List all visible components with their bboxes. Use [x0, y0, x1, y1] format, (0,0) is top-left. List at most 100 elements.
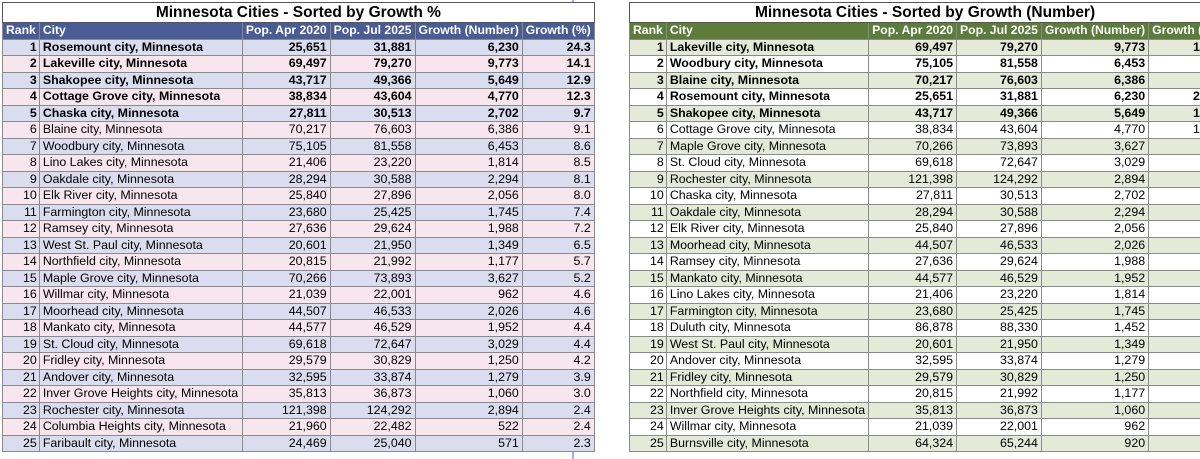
- pop-2025-cell[interactable]: 29,624: [329, 220, 416, 238]
- table-row[interactable]: 6 Blaine city, Minnesota 70,217 76,603 6,386…: [2, 121, 595, 139]
- table-row[interactable]: 15 Maple Grove city, Minnesota 70,266 73,89…: [2, 269, 595, 287]
- growth-number-cell[interactable]: 1,745: [414, 203, 523, 221]
- rank-cell[interactable]: 14: [629, 253, 667, 271]
- table-row[interactable]: 8 Lino Lakes city, Minnesota 21,406 23,220 1…: [2, 154, 595, 172]
- pop-2025-cell[interactable]: 22,001: [329, 286, 416, 304]
- pop-2020-cell[interactable]: 28,294: [868, 203, 957, 221]
- table-row[interactable]: 19 West St. Paul city, Minnesota 20,601 21,…: [629, 335, 1200, 353]
- rank-cell[interactable]: 11: [2, 203, 40, 221]
- growth-number-cell[interactable]: 5,649: [1040, 104, 1150, 122]
- growth-number-cell[interactable]: 1,952: [1040, 269, 1150, 287]
- pop-2020-cell[interactable]: 28,294: [241, 170, 331, 188]
- pop-2020-cell[interactable]: 20,601: [868, 335, 957, 353]
- growth-number-cell[interactable]: 962: [414, 286, 523, 304]
- growth-percent-header[interactable]: Growth (%): [521, 22, 595, 40]
- growth-number-cell[interactable]: 1,060: [414, 385, 523, 403]
- city-header[interactable]: City: [38, 22, 243, 40]
- growth-number-cell[interactable]: 2,026: [1040, 236, 1150, 254]
- city-cell[interactable]: Mankato city, Minnesota: [665, 269, 870, 287]
- rank-cell[interactable]: 16: [629, 286, 667, 304]
- table-row[interactable]: 16 Lino Lakes city, Minnesota 21,406 23,220…: [629, 286, 1200, 304]
- pop-2025-cell[interactable]: 25,425: [956, 302, 1042, 320]
- pop-2025-cell[interactable]: 22,482: [329, 418, 416, 436]
- city-cell[interactable]: Andover city, Minnesota: [665, 352, 870, 370]
- rank-cell[interactable]: 1: [2, 38, 40, 56]
- rank-cell[interactable]: 15: [2, 269, 40, 287]
- table-row[interactable]: 16 Willmar city, Minnesota 21,039 22,001 962…: [2, 286, 595, 304]
- pop-2020-cell[interactable]: 75,105: [868, 55, 957, 73]
- pop-2020-cell[interactable]: 35,813: [868, 401, 957, 419]
- pop-2020-cell[interactable]: 44,577: [868, 269, 957, 287]
- table-row[interactable]: 8 St. Cloud city, Minnesota 69,618 72,647 3,…: [629, 154, 1200, 172]
- table-row[interactable]: 17 Farmington city, Minnesota 23,680 25,425…: [629, 302, 1200, 320]
- growth-number-cell[interactable]: 2,056: [1040, 220, 1150, 238]
- pop-2020-cell[interactable]: 44,507: [241, 302, 331, 320]
- growth-number-cell[interactable]: 1,952: [414, 319, 523, 337]
- city-cell[interactable]: Rosemount city, Minnesota: [38, 38, 243, 56]
- pop-2020-cell[interactable]: 29,579: [868, 368, 957, 386]
- city-cell[interactable]: Moorhead city, Minnesota: [38, 302, 243, 320]
- city-cell[interactable]: West St. Paul city, Minnesota: [38, 236, 243, 254]
- pop-2020-cell[interactable]: 25,840: [868, 220, 957, 238]
- rank-cell[interactable]: 21: [2, 368, 40, 386]
- growth-percent-cell[interactable]: 4.6: [521, 302, 595, 320]
- city-cell[interactable]: Burnsville city, Minnesota: [665, 434, 870, 452]
- pop-2020-cell[interactable]: 21,960: [241, 418, 331, 436]
- growth-number-cell[interactable]: 2,702: [414, 104, 523, 122]
- city-cell[interactable]: Blaine city, Minnesota: [38, 121, 243, 139]
- growth-number-cell[interactable]: 2,894: [1040, 170, 1150, 188]
- growth-percent-cell[interactable]: 4.4: [1148, 154, 1200, 172]
- pop-2025-cell[interactable]: 72,647: [956, 154, 1042, 172]
- growth-number-cell[interactable]: 6,230: [414, 38, 523, 56]
- growth-percent-cell[interactable]: 2.4: [521, 401, 595, 419]
- pop-2025-cell[interactable]: 31,881: [956, 88, 1042, 106]
- table-row[interactable]: 25 Faribault city, Minnesota 24,469 25,040 5…: [2, 434, 595, 452]
- growth-percent-cell[interactable]: 7.2: [521, 220, 595, 238]
- growth-number-cell[interactable]: 571: [414, 434, 523, 452]
- pop-2025-cell[interactable]: 46,533: [329, 302, 416, 320]
- pop-2020-cell[interactable]: 35,813: [241, 385, 331, 403]
- city-cell[interactable]: Northfield city, Minnesota: [38, 253, 243, 271]
- rank-cell[interactable]: 20: [2, 352, 40, 370]
- city-cell[interactable]: Woodbury city, Minnesota: [665, 55, 870, 73]
- growth-number-cell[interactable]: 1,279: [414, 368, 523, 386]
- pop-2025-cell[interactable]: 21,950: [956, 335, 1042, 353]
- growth-number-cell[interactable]: 2,702: [1040, 187, 1150, 205]
- rank-cell[interactable]: 5: [2, 104, 40, 122]
- table-row[interactable]: 15 Mankato city, Minnesota 44,577 46,529 1,9…: [629, 269, 1200, 287]
- growth-number-cell[interactable]: 6,386: [414, 121, 523, 139]
- rank-cell[interactable]: 4: [2, 88, 40, 106]
- city-cell[interactable]: Moorhead city, Minnesota: [665, 236, 870, 254]
- pop-2020-cell[interactable]: 70,266: [868, 137, 957, 155]
- pop-2020-cell[interactable]: 69,497: [868, 38, 957, 56]
- table-row[interactable]: 20 Andover city, Minnesota 32,595 33,874 1,2…: [629, 352, 1200, 370]
- growth-number-cell[interactable]: 1,250: [414, 352, 523, 370]
- pop-2025-cell[interactable]: 21,992: [956, 385, 1042, 403]
- table-row[interactable]: 9 Oakdale city, Minnesota 28,294 30,588 2,29…: [2, 170, 595, 188]
- rank-header[interactable]: Rank: [629, 22, 667, 40]
- pop-2025-cell[interactable]: 46,529: [956, 269, 1042, 287]
- rank-header[interactable]: Rank: [2, 22, 40, 40]
- rank-cell[interactable]: 3: [2, 71, 40, 89]
- table-row[interactable]: 7 Woodbury city, Minnesota 75,105 81,558 6,4…: [2, 137, 595, 155]
- pop-2025-cell[interactable]: 30,588: [329, 170, 416, 188]
- pop-2025-cell[interactable]: 25,425: [329, 203, 416, 221]
- pop-2025-cell[interactable]: 46,529: [329, 319, 416, 337]
- city-cell[interactable]: Rosemount city, Minnesota: [665, 88, 870, 106]
- rank-cell[interactable]: 23: [629, 401, 667, 419]
- city-cell[interactable]: Columbia Heights city, Minnesota: [38, 418, 243, 436]
- pop-2020-cell[interactable]: 27,811: [868, 187, 957, 205]
- pop-2025-cell[interactable]: 22,001: [956, 418, 1042, 436]
- pop-2025-cell[interactable]: 33,874: [956, 352, 1042, 370]
- growth-number-cell[interactable]: 2,294: [414, 170, 523, 188]
- pop-2025-cell[interactable]: 30,513: [956, 187, 1042, 205]
- growth-number-cell[interactable]: 9,773: [414, 55, 523, 73]
- pop-2025-cell[interactable]: 23,220: [956, 286, 1042, 304]
- growth-percent-cell[interactable]: 4.4: [1148, 269, 1200, 287]
- pop-2020-cell[interactable]: 69,618: [241, 335, 331, 353]
- rank-cell[interactable]: 13: [629, 236, 667, 254]
- growth-percent-cell[interactable]: 4.2: [521, 352, 595, 370]
- growth-number-cell[interactable]: 1,349: [1040, 335, 1150, 353]
- pop-2025-header[interactable]: Pop. Jul 2025: [329, 22, 416, 40]
- pop-2025-cell[interactable]: 124,292: [956, 170, 1042, 188]
